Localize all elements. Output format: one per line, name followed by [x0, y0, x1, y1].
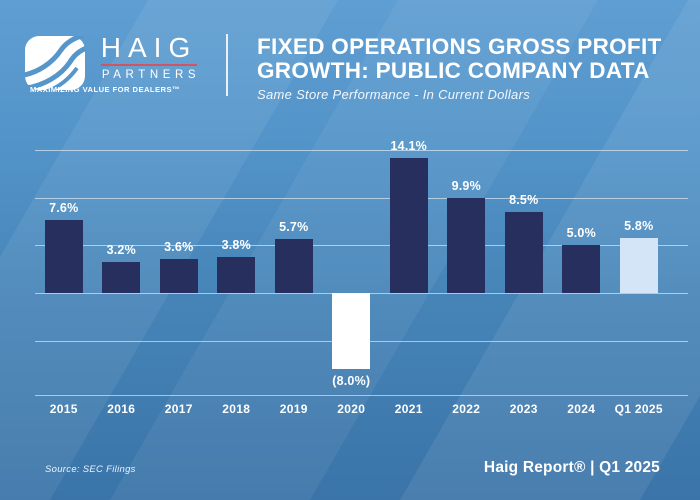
logo-partners-text: PARTNERS [101, 69, 201, 81]
logo-wordmark: HAIG PARTNERS [88, 33, 210, 81]
report-credit: Haig Report® | Q1 2025 [483, 459, 660, 476]
gridline-15pct [35, 149, 688, 151]
x-axis-label-2020: 2020 [337, 402, 366, 416]
x-axis-label-Q1 2025: Q1 2025 [614, 402, 663, 416]
bar-2019 [274, 238, 313, 293]
title-block: FIXED OPERATIONS GROSS PROFIT GROWTH: PU… [257, 35, 687, 102]
bar-value-label-2024: 5.0% [566, 226, 596, 241]
logo-red-rule [101, 64, 197, 66]
bar-Q1 2025 [619, 237, 658, 293]
bar-value-label-2023: 8.5% [509, 192, 539, 207]
x-axis-label-2017: 2017 [164, 402, 193, 416]
x-axis-label-2019: 2019 [279, 402, 308, 416]
bar-value-label-2018: 3.8% [221, 237, 251, 252]
gridline-10pct [35, 197, 688, 199]
x-axis-labels: 2015 2016 2017 2018 2019 2020 2021 2022 2023 2024… [35, 402, 688, 420]
logo-haig-text: HAIG [100, 32, 198, 63]
bar-value-label-2022: 9.9% [451, 179, 481, 194]
header: HAIG PARTNERS MAXIMIZING VALUE FOR DEALE… [0, 0, 700, 110]
page-subtitle: Same Store Performance - In Current Doll… [257, 87, 530, 102]
bar-2021 [389, 158, 428, 293]
bar-2022 [447, 198, 486, 293]
header-divider-line [226, 34, 228, 96]
source-note: Source: SEC Filings [45, 464, 136, 475]
haig-swoosh-logo-icon [25, 36, 85, 90]
bar-value-label-2016: 3.2% [106, 243, 136, 258]
page-title-line2: GROWTH: PUBLIC COMPANY DATA [257, 57, 650, 83]
logo-tagline: MAXIMIZING VALUE FOR DEALERS™ [29, 85, 181, 94]
bar-2017 [159, 258, 198, 293]
plot-area: 7.6% 3.2% 3.6% 3.8% 5.7% (8.0%) 14.1% 9.9% 8.5% 5… [35, 139, 688, 396]
bar-chart: 7.6% 3.2% 3.6% 3.8% 5.7% (8.0%) 14.1% 9.9% 8.5% 5… [35, 139, 688, 420]
bar-2020 [332, 293, 371, 370]
bar-2024 [562, 245, 601, 293]
bar-value-label-2020: (8.0%) [332, 374, 371, 389]
x-axis-label-2024: 2024 [567, 402, 596, 416]
x-axis-label-2021: 2021 [394, 402, 423, 416]
bar-2015 [44, 220, 83, 293]
x-axis-label-2016: 2016 [107, 402, 136, 416]
bar-2023 [504, 211, 543, 293]
bar-value-label-2021: 14.1% [390, 139, 427, 154]
bar-value-label-Q1 2025: 5.8% [624, 218, 654, 233]
gridline-5pct [35, 245, 688, 247]
bar-value-label-2019: 5.7% [279, 219, 309, 234]
page-title-line1: FIXED OPERATIONS GROSS PROFIT [257, 34, 662, 59]
x-axis-label-2015: 2015 [49, 402, 78, 416]
x-axis-label-2018: 2018 [222, 402, 251, 416]
bar-2018 [217, 256, 256, 293]
x-axis-label-2022: 2022 [452, 402, 481, 416]
bar-value-label-2017: 3.6% [164, 239, 194, 254]
bar-value-label-2015: 7.6% [49, 201, 79, 216]
x-axis-label-2023: 2023 [509, 402, 538, 416]
bar-2016 [102, 262, 141, 293]
